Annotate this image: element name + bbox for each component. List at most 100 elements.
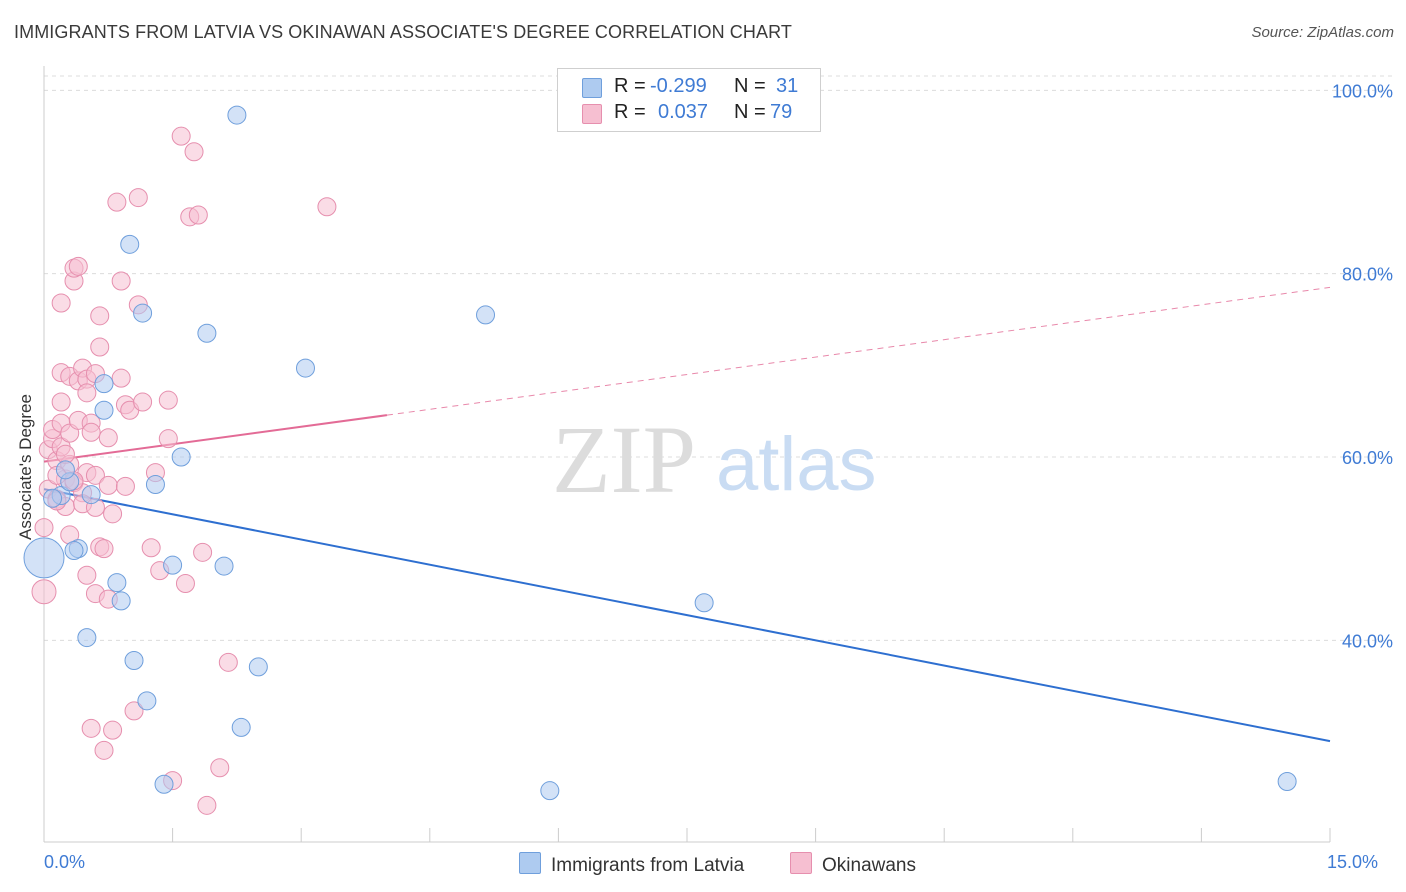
trend-line-extrapolated (386, 286, 1331, 416)
okinawan-point (98, 428, 118, 448)
y-tick-label: 60.0% (1342, 448, 1393, 468)
okinawan-point (107, 192, 127, 212)
latvia-point (124, 651, 144, 670)
latvia-point (1277, 772, 1297, 791)
latvia-point (214, 556, 234, 576)
latvia-point (231, 717, 251, 737)
okinawan-point (197, 795, 217, 815)
okinawan-point (218, 652, 238, 672)
okinawan-point (124, 701, 144, 721)
legend-n-label: N = (734, 101, 766, 123)
okinawan-point (210, 758, 230, 778)
okinawan-point (77, 565, 97, 585)
okinawan-point (175, 574, 195, 593)
legend-r-value: 0.037 (658, 101, 709, 123)
source-label: Source: ZipAtlas.com (1251, 24, 1394, 41)
legend-n-value: 79 (770, 101, 793, 123)
latvia-point (694, 593, 714, 613)
okinawan-point (128, 188, 148, 208)
latvia-point (81, 485, 101, 505)
latvia-point (248, 657, 268, 677)
legend-r-value: -0.299 (650, 75, 707, 97)
okinawan-point (184, 142, 204, 162)
okinawan-point (85, 465, 105, 485)
okinawan-point (77, 383, 97, 403)
x-tick-max: 15.0% (1327, 852, 1379, 872)
okinawan-point (51, 293, 71, 313)
data-points (23, 105, 1297, 815)
trend-line (43, 414, 388, 463)
series-swatch-pink (790, 852, 812, 874)
okinawan-point (141, 538, 161, 558)
y-tick-label: 40.0% (1342, 631, 1393, 651)
latvia-point (43, 488, 63, 508)
okinawan-point (111, 368, 131, 388)
watermark: ZIP atlas (552, 406, 877, 513)
series-legend-latvia: Immigrants from Latvia (519, 852, 744, 877)
legend-r-label: R = (614, 75, 646, 97)
trend-lines (43, 286, 1331, 743)
latvia-point (23, 537, 65, 579)
watermark-zip: ZIP (552, 406, 696, 513)
latvia-point (120, 234, 140, 254)
latvia-point (137, 691, 157, 711)
okinawan-point (68, 256, 88, 276)
latvia-point (540, 781, 560, 801)
okinawan-point (193, 542, 213, 562)
legend-swatch-pink (582, 104, 602, 124)
latvia-point (77, 628, 97, 648)
okinawan-point (158, 429, 178, 449)
okinawan-point (98, 475, 118, 495)
y-axis-label: Associate's Degree (16, 394, 35, 540)
latvia-point (295, 358, 315, 378)
correlation-legend: R = -0.299 N = 31 R = 0.037 N = 79 (557, 68, 821, 132)
y-tick-label: 100.0% (1332, 81, 1393, 101)
series-name-latvia: Immigrants from Latvia (551, 855, 745, 876)
latvia-point (154, 774, 174, 794)
okinawan-point (133, 392, 153, 412)
okinawan-point (81, 422, 101, 442)
okinawan-point (158, 390, 178, 410)
latvia-point (94, 374, 114, 394)
latvia-point (94, 400, 114, 420)
gridlines (44, 75, 1394, 641)
okinawan-point (171, 126, 191, 146)
okinawan-point (103, 720, 123, 740)
latvia-point (197, 323, 217, 343)
legend-n-value: 31 (776, 75, 799, 97)
y-tick-label: 80.0% (1342, 265, 1393, 285)
okinawan-point (31, 579, 57, 605)
latvia-point (476, 305, 496, 325)
latvia-point (227, 105, 247, 125)
latvia-point (163, 555, 183, 575)
latvia-point (107, 573, 127, 593)
legend-r-label: R = (614, 101, 646, 123)
series-swatch-blue (519, 852, 541, 874)
okinawan-point (34, 518, 54, 538)
okinawan-point (90, 306, 110, 326)
latvia-point (111, 591, 131, 611)
series-legend-okinawans: Okinawans (790, 852, 916, 877)
okinawan-point (94, 539, 114, 559)
trend-line (43, 488, 1331, 743)
okinawan-point (103, 504, 123, 524)
latvia-point (145, 475, 165, 494)
okinawan-point (94, 740, 114, 760)
latvia-point (64, 541, 84, 560)
latvia-point (171, 447, 191, 467)
legend-n-label: N = (734, 75, 766, 97)
okinawan-point (188, 205, 208, 225)
chart-title: IMMIGRANTS FROM LATVIA VS OKINAWAN ASSOC… (14, 22, 792, 42)
latvia-point (55, 460, 75, 480)
watermark-atlas: atlas (716, 422, 877, 507)
okinawan-point (81, 718, 101, 738)
okinawan-point (317, 197, 337, 217)
okinawan-point (111, 271, 131, 291)
okinawan-point (51, 392, 71, 412)
legend-swatch-blue (582, 78, 602, 98)
okinawan-point (115, 476, 135, 496)
latvia-point (133, 303, 153, 323)
okinawan-point (90, 337, 110, 357)
series-name-okinawans: Okinawans (822, 855, 916, 876)
